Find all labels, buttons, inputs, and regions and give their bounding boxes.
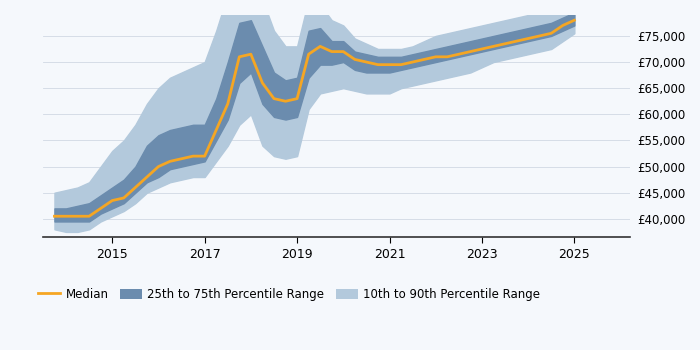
Legend: Median, 25th to 75th Percentile Range, 10th to 90th Percentile Range: Median, 25th to 75th Percentile Range, 1… xyxy=(34,283,545,306)
